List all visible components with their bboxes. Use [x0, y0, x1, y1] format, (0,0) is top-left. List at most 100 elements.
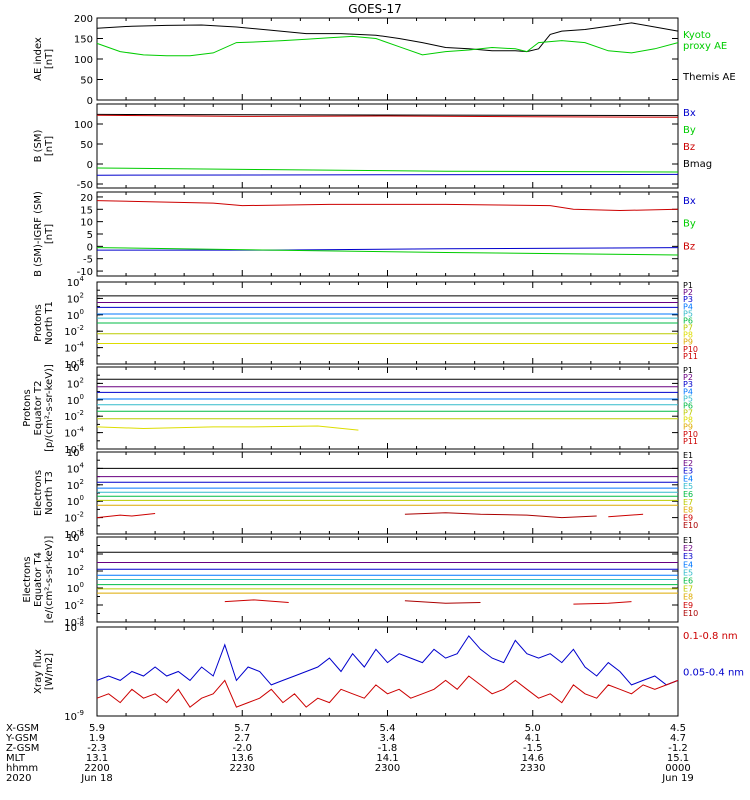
y-tick-exponent: -4 [77, 341, 85, 349]
y-tick-base: 10 [64, 530, 77, 541]
y-tick-label: 10-6 [64, 357, 84, 371]
footer-cell: 4.7 [670, 733, 686, 744]
y-tick-base: 10 [67, 481, 80, 492]
y-tick-label: 10-2 [64, 409, 84, 423]
footer-cell: 5.4 [380, 723, 396, 734]
y-tick-label: -50 [77, 180, 93, 191]
footer-row-label: Y-GSM [5, 733, 38, 744]
y-tick-label: 104 [67, 461, 85, 475]
y-tick-exponent: 4 [80, 360, 85, 368]
legend-entry: E8 [683, 593, 693, 602]
y-tick-exponent: 2 [80, 564, 84, 572]
legend-entry: By [683, 125, 696, 136]
y-tick-label: 106 [67, 445, 85, 459]
legend-entry: E1 [683, 451, 693, 460]
footer-cell: 2230 [230, 763, 255, 774]
y-tick-base: 10 [67, 363, 80, 374]
legend-entry: P5 [683, 394, 693, 403]
y-tick-label: 104 [67, 275, 85, 289]
legend-entry: E6 [683, 490, 693, 499]
y-tick-label: 10-4 [64, 341, 84, 355]
y-tick-exponent: 6 [80, 445, 85, 453]
legend-entry: P10 [683, 430, 698, 439]
y-tick-base: 10 [67, 584, 80, 595]
y-axis-label: Protons [33, 304, 44, 341]
y-tick-base: 10 [64, 344, 77, 355]
footer-cell: -1.2 [668, 743, 688, 754]
series-line-1 [96, 22, 679, 53]
y-tick-label: 10-2 [64, 598, 84, 612]
y-tick-label: -5 [83, 255, 93, 266]
y-tick-exponent: 6 [80, 530, 85, 538]
chart-panel-2: -50 0 50 100 B (SM) [nT] Bx By Bz Bmag [33, 103, 712, 191]
legend-entry: E7 [683, 585, 693, 594]
footer-cell: 5.9 [89, 723, 105, 734]
series-line-2 [97, 247, 679, 251]
legend-entry: E4 [683, 474, 693, 483]
panel-frame [96, 451, 679, 535]
legend-entry: P1 [683, 366, 693, 375]
y-tick-exponent: -4 [77, 426, 85, 434]
series-line-9 [224, 599, 289, 603]
legend-entry: P1 [683, 281, 693, 290]
y-tick-label: 10-2 [64, 324, 84, 338]
y-tick-label: 10-6 [64, 442, 84, 456]
y-axis-label: [e/(cm²-s-sr-keV)] [44, 536, 55, 624]
footer-cell: 5.7 [234, 723, 250, 734]
y-tick-label: 200 [74, 14, 93, 25]
legend-entry: E9 [683, 513, 693, 522]
y-tick-label: 102 [67, 291, 84, 305]
footer-cell: -1.5 [523, 743, 543, 754]
y-tick-base: 10 [64, 445, 77, 456]
y-tick-label: 0 [87, 242, 93, 253]
y-tick-base: 10 [67, 550, 80, 561]
y-tick-label: 10 [80, 218, 93, 229]
y-tick-base: 10 [64, 429, 77, 440]
y-tick-label: 0 [87, 96, 93, 107]
page-title: GOES-17 [348, 2, 402, 16]
y-axis-label: Electrons [22, 556, 33, 602]
footer-cell: -1.8 [378, 743, 398, 754]
footer-row-label: Z-GSM [6, 743, 39, 754]
y-axis-label: North T3 [44, 471, 55, 515]
legend-entry: P3 [683, 295, 693, 304]
legend-entry: P4 [683, 387, 693, 396]
y-tick-exponent: 0 [80, 393, 84, 401]
y-tick-base: 10 [64, 712, 77, 723]
footer-cell: 1.9 [89, 733, 105, 744]
legend-entry: P3 [683, 380, 693, 389]
legend-entry: P8 [683, 416, 693, 425]
y-tick-label: 50 [80, 76, 93, 87]
footer-cell: 13.6 [231, 753, 253, 764]
legend-entry: E5 [683, 482, 693, 491]
y-tick-exponent: 4 [80, 547, 85, 555]
y-tick-exponent: -4 [77, 615, 85, 623]
footer-cell: 15.1 [667, 753, 689, 764]
y-tick-label: 0 [87, 160, 93, 171]
y-axis-label: Equator T2 [33, 381, 44, 436]
y-axis-label: North T1 [44, 301, 55, 345]
footer-row-label: hhmm [6, 763, 38, 774]
y-tick-exponent: -4 [77, 527, 85, 535]
y-tick-base: 10 [67, 294, 80, 305]
legend-entry: E10 [683, 609, 698, 618]
y-tick-label: -10 [77, 267, 93, 278]
y-tick-label: 15 [80, 205, 93, 216]
footer-cell: 3.4 [380, 733, 396, 744]
legend-entry: P5 [683, 309, 693, 318]
footer-cell: 14.1 [376, 753, 398, 764]
y-axis-label: [p/(cm²-s-sr-keV)] [44, 364, 55, 452]
footer-cell: 4.1 [525, 733, 541, 744]
y-tick-label: 50 [80, 140, 93, 151]
y-axis-label: Xray flux [33, 649, 44, 694]
legend-entry: E9 [683, 601, 693, 610]
legend-entry: E2 [683, 544, 693, 553]
y-tick-label: 10-4 [64, 615, 84, 629]
legend-entry: P6 [683, 401, 693, 410]
footer-cell: -2.3 [87, 743, 107, 754]
y-axis-label: AE index [33, 37, 44, 81]
